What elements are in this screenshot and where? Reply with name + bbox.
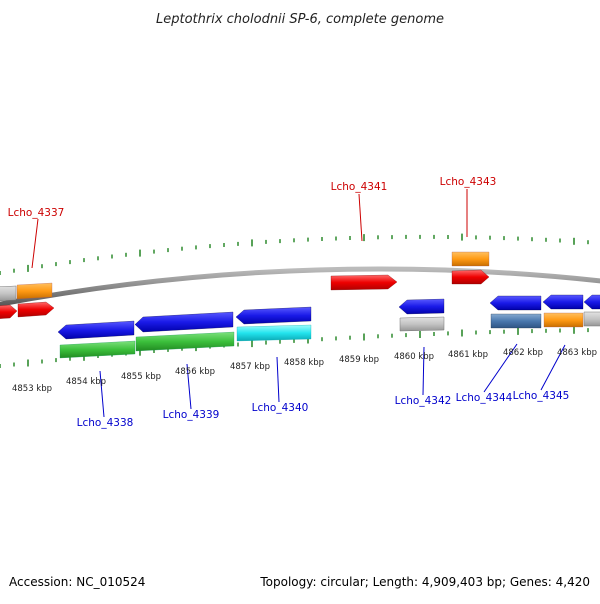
gene-feature-lcho-4339-green[interactable] xyxy=(135,331,235,352)
map-title: Leptothrix cholodnii SP-6, complete geno… xyxy=(156,12,444,27)
top-label-leaders xyxy=(31,189,468,269)
bottom-gene-labels: Lcho_4338 Lcho_4339 Lcho_4340 Lcho_4342 … xyxy=(77,390,570,429)
scale-label: 4858 kbp xyxy=(284,358,324,368)
gene-label-lcho-4345[interactable]: Lcho_4345 xyxy=(513,390,570,402)
gene-feature-lcho-4342-blue[interactable] xyxy=(398,298,445,315)
gene-feature-lcho-4338-green[interactable] xyxy=(59,340,136,359)
scale-label: 4855 kbp xyxy=(121,372,161,382)
gene-feature-lcho-4339-blue[interactable] xyxy=(134,311,234,333)
gene-label-lcho-4337[interactable]: Lcho_4337 xyxy=(8,207,65,219)
gene-label-lcho-4339[interactable]: Lcho_4339 xyxy=(163,409,220,421)
reverse-gene-features xyxy=(57,294,600,359)
gene-feature-lcho-4342-gray[interactable] xyxy=(399,316,445,332)
scale-label: 4863 kbp xyxy=(557,348,597,358)
upper-tick-marks xyxy=(0,233,589,275)
gene-label-lcho-4344[interactable]: Lcho_4344 xyxy=(456,392,513,404)
top-gene-labels: Lcho_4337 Lcho_4341 Lcho_4343 xyxy=(8,176,497,219)
scale-label: 4857 kbp xyxy=(230,362,270,372)
gene-feature-lcho-4340-cyan[interactable] xyxy=(236,324,312,342)
scale-label: 4859 kbp xyxy=(339,355,379,365)
gene-label-lcho-4338[interactable]: Lcho_4338 xyxy=(77,417,134,429)
gene-feature-lcho-4344-blue[interactable] xyxy=(489,295,542,311)
gene-feature-orange-left[interactable] xyxy=(16,282,53,300)
scale-label: 4861 kbp xyxy=(448,350,488,360)
gene-label-lcho-4340[interactable]: Lcho_4340 xyxy=(252,402,309,414)
forward-gene-features xyxy=(0,251,490,319)
gene-feature-lcho-4344-steel[interactable] xyxy=(490,313,542,329)
scale-labels: 4853 kbp 4854 kbp 4855 kbp 4856 kbp 4857… xyxy=(12,348,597,394)
gene-label-lcho-4342[interactable]: Lcho_4342 xyxy=(395,395,452,407)
gene-label-lcho-4343[interactable]: Lcho_4343 xyxy=(440,176,497,188)
gene-feature-lcho-4338-blue[interactable] xyxy=(57,320,135,340)
genome-summary-text: Topology: circular; Length: 4,909,403 bp… xyxy=(259,575,590,589)
gene-feature-blue-right[interactable] xyxy=(583,294,600,310)
gene-feature-lcho-4337[interactable] xyxy=(17,301,55,318)
scale-label: 4853 kbp xyxy=(12,384,52,394)
gene-feature-red-left[interactable] xyxy=(0,304,18,319)
scale-label: 4860 kbp xyxy=(394,352,434,362)
gene-label-lcho-4341[interactable]: Lcho_4341 xyxy=(331,181,388,193)
gene-feature-gray-right[interactable] xyxy=(583,311,600,327)
gene-feature-lcho-4340-blue[interactable] xyxy=(235,306,312,325)
scale-label: 4856 kbp xyxy=(175,367,215,377)
bottom-label-leaders xyxy=(99,343,566,418)
gene-feature-lcho-4343-a[interactable] xyxy=(451,251,490,267)
scale-label: 4854 kbp xyxy=(66,377,106,387)
scale-label: 4862 kbp xyxy=(503,348,543,358)
gene-feature-lcho-4345-blue[interactable] xyxy=(542,294,584,310)
gene-feature-lcho-4345-orange[interactable] xyxy=(543,312,584,328)
accession-text: Accession: NC_010524 xyxy=(9,575,145,589)
gene-feature-lcho-4343-b[interactable] xyxy=(451,269,490,285)
gene-feature-lcho-4341[interactable] xyxy=(330,274,398,291)
gene-feature-gray-left[interactable] xyxy=(0,285,17,302)
genome-backbone xyxy=(0,266,600,307)
